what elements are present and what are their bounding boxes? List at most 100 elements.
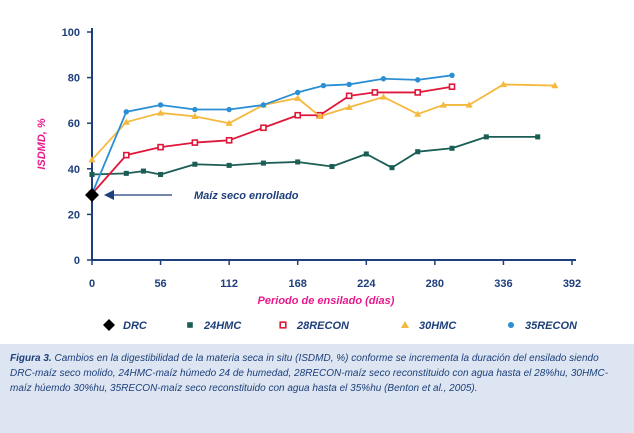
data-point-35recon [226, 106, 232, 113]
x-tick-label: 392 [563, 278, 581, 290]
data-point-35recon [123, 109, 129, 115]
caption-label: Figura 3. [10, 353, 52, 364]
annotation-text: Maíz seco enrollado [194, 190, 299, 202]
data-point-24hmc [535, 134, 541, 140]
x-tick-label: 168 [289, 278, 307, 290]
series-35recon [89, 72, 455, 197]
series-30hmc [88, 80, 559, 163]
data-point-24hmc [483, 134, 489, 140]
data-point-30hmc [414, 110, 422, 117]
data-point-28recon [191, 139, 199, 146]
x-tick-label: 224 [357, 278, 376, 290]
data-point-35recon [157, 102, 164, 108]
x-axis-title: Periodo de ensilado (días) [258, 295, 395, 307]
data-point-drc [85, 188, 99, 203]
data-point-35recon [260, 102, 267, 108]
data-point-28recon [294, 111, 302, 119]
data-point-24hmc [158, 171, 164, 178]
legend-marker-35recon [508, 322, 514, 328]
data-point-30hmc [439, 101, 448, 108]
chart: 0 20 40 60 80 100 0 56 112 168 224 280 336 392 Periodo… [36, 27, 581, 332]
legend-item-drc: DRC [103, 319, 148, 332]
data-point-24hmc [415, 149, 421, 155]
legend-marker-24hmc [187, 322, 193, 328]
x-tick-label: 280 [426, 278, 444, 290]
data-point-24hmc [329, 164, 335, 170]
series-drc [85, 188, 99, 203]
data-point-30hmc [191, 112, 199, 120]
data-point-24hmc [389, 165, 395, 171]
y-tick-label: 20 [68, 209, 80, 221]
legend-marker-30hmc [401, 321, 409, 328]
legend-item-30hmc: 30HMC [401, 320, 457, 332]
data-point-28recon [260, 124, 267, 132]
legend-marker-drc [103, 319, 115, 331]
legend: DRC 24HMC 28RECON 30HMC 35RECON [103, 319, 578, 332]
legend-label-24hmc: 24HMC [203, 320, 242, 332]
legend-marker-28recon [279, 321, 287, 329]
data-point-30hmc [379, 93, 388, 100]
data-point-30hmc [225, 119, 233, 126]
y-tick-label: 80 [68, 73, 80, 85]
data-point-24hmc [89, 171, 95, 178]
data-point-24hmc [192, 161, 198, 167]
series-24hmc [89, 134, 541, 178]
data-point-28recon [345, 92, 353, 100]
data-point-30hmc [88, 156, 96, 163]
data-point-30hmc [345, 103, 353, 110]
data-point-35recon [320, 82, 327, 89]
data-point-30hmc [316, 112, 324, 120]
data-point-24hmc [140, 168, 146, 174]
data-point-24hmc [226, 162, 232, 168]
data-point-24hmc [449, 145, 455, 151]
y-tick-label: 100 [62, 27, 80, 39]
x-tick-label: 112 [220, 278, 238, 290]
data-point-30hmc [156, 109, 165, 116]
legend-label-drc: DRC [123, 320, 148, 332]
data-point-28recon [122, 151, 130, 159]
legend-item-35recon: 35RECON [508, 320, 578, 332]
legend-item-24hmc: 24HMC [187, 320, 242, 332]
series-line-24hmc [91, 135, 538, 176]
data-point-30hmc [465, 101, 473, 108]
axes: 0 20 40 60 80 100 0 56 112 168 224 280 336 392 Periodo… [36, 27, 581, 307]
data-point-35recon [449, 72, 455, 79]
data-point-30hmc [122, 118, 130, 125]
annotation-arrow-head [104, 190, 114, 201]
data-point-35recon [380, 76, 387, 82]
data-point-30hmc [294, 94, 302, 101]
data-point-35recon [415, 77, 421, 83]
x-tick-label: 0 [89, 278, 95, 290]
data-point-35recon [192, 106, 198, 113]
data-point-24hmc [260, 160, 266, 166]
series-line-35recon [91, 74, 453, 195]
data-point-24hmc [123, 170, 129, 176]
figure-caption: Figura 3. Cambios en la digestibilidad d… [10, 351, 626, 396]
x-tick-label: 336 [494, 278, 512, 290]
data-point-24hmc [295, 159, 301, 165]
data-point-30hmc [499, 80, 508, 88]
data-point-35recon [346, 81, 352, 88]
legend-label-30hmc: 30HMC [419, 320, 457, 332]
caption-box [0, 344, 634, 433]
series-layer [85, 72, 559, 203]
data-point-35recon [295, 89, 301, 96]
data-point-24hmc [363, 151, 369, 157]
caption-text: Cambios en la digestibilidad de la mater… [10, 353, 609, 394]
annotation: Maíz seco enrollado [104, 190, 299, 202]
data-point-28recon [448, 83, 456, 91]
y-tick-label: 0 [74, 255, 80, 267]
y-tick-label: 60 [68, 118, 80, 130]
legend-item-28recon: 28RECON [279, 320, 350, 332]
x-tick-label: 56 [154, 278, 166, 290]
series-line-28recon [91, 85, 453, 195]
data-point-30hmc [551, 81, 559, 89]
data-point-28recon [157, 143, 164, 151]
y-tick-label: 40 [68, 164, 80, 176]
data-point-28recon [371, 89, 379, 96]
legend-label-35recon: 35RECON [525, 320, 578, 332]
data-point-28recon [414, 89, 422, 96]
y-axis-title: ISDMD, % [36, 118, 48, 170]
data-point-28recon [225, 136, 233, 144]
legend-label-28recon: 28RECON [296, 320, 350, 332]
